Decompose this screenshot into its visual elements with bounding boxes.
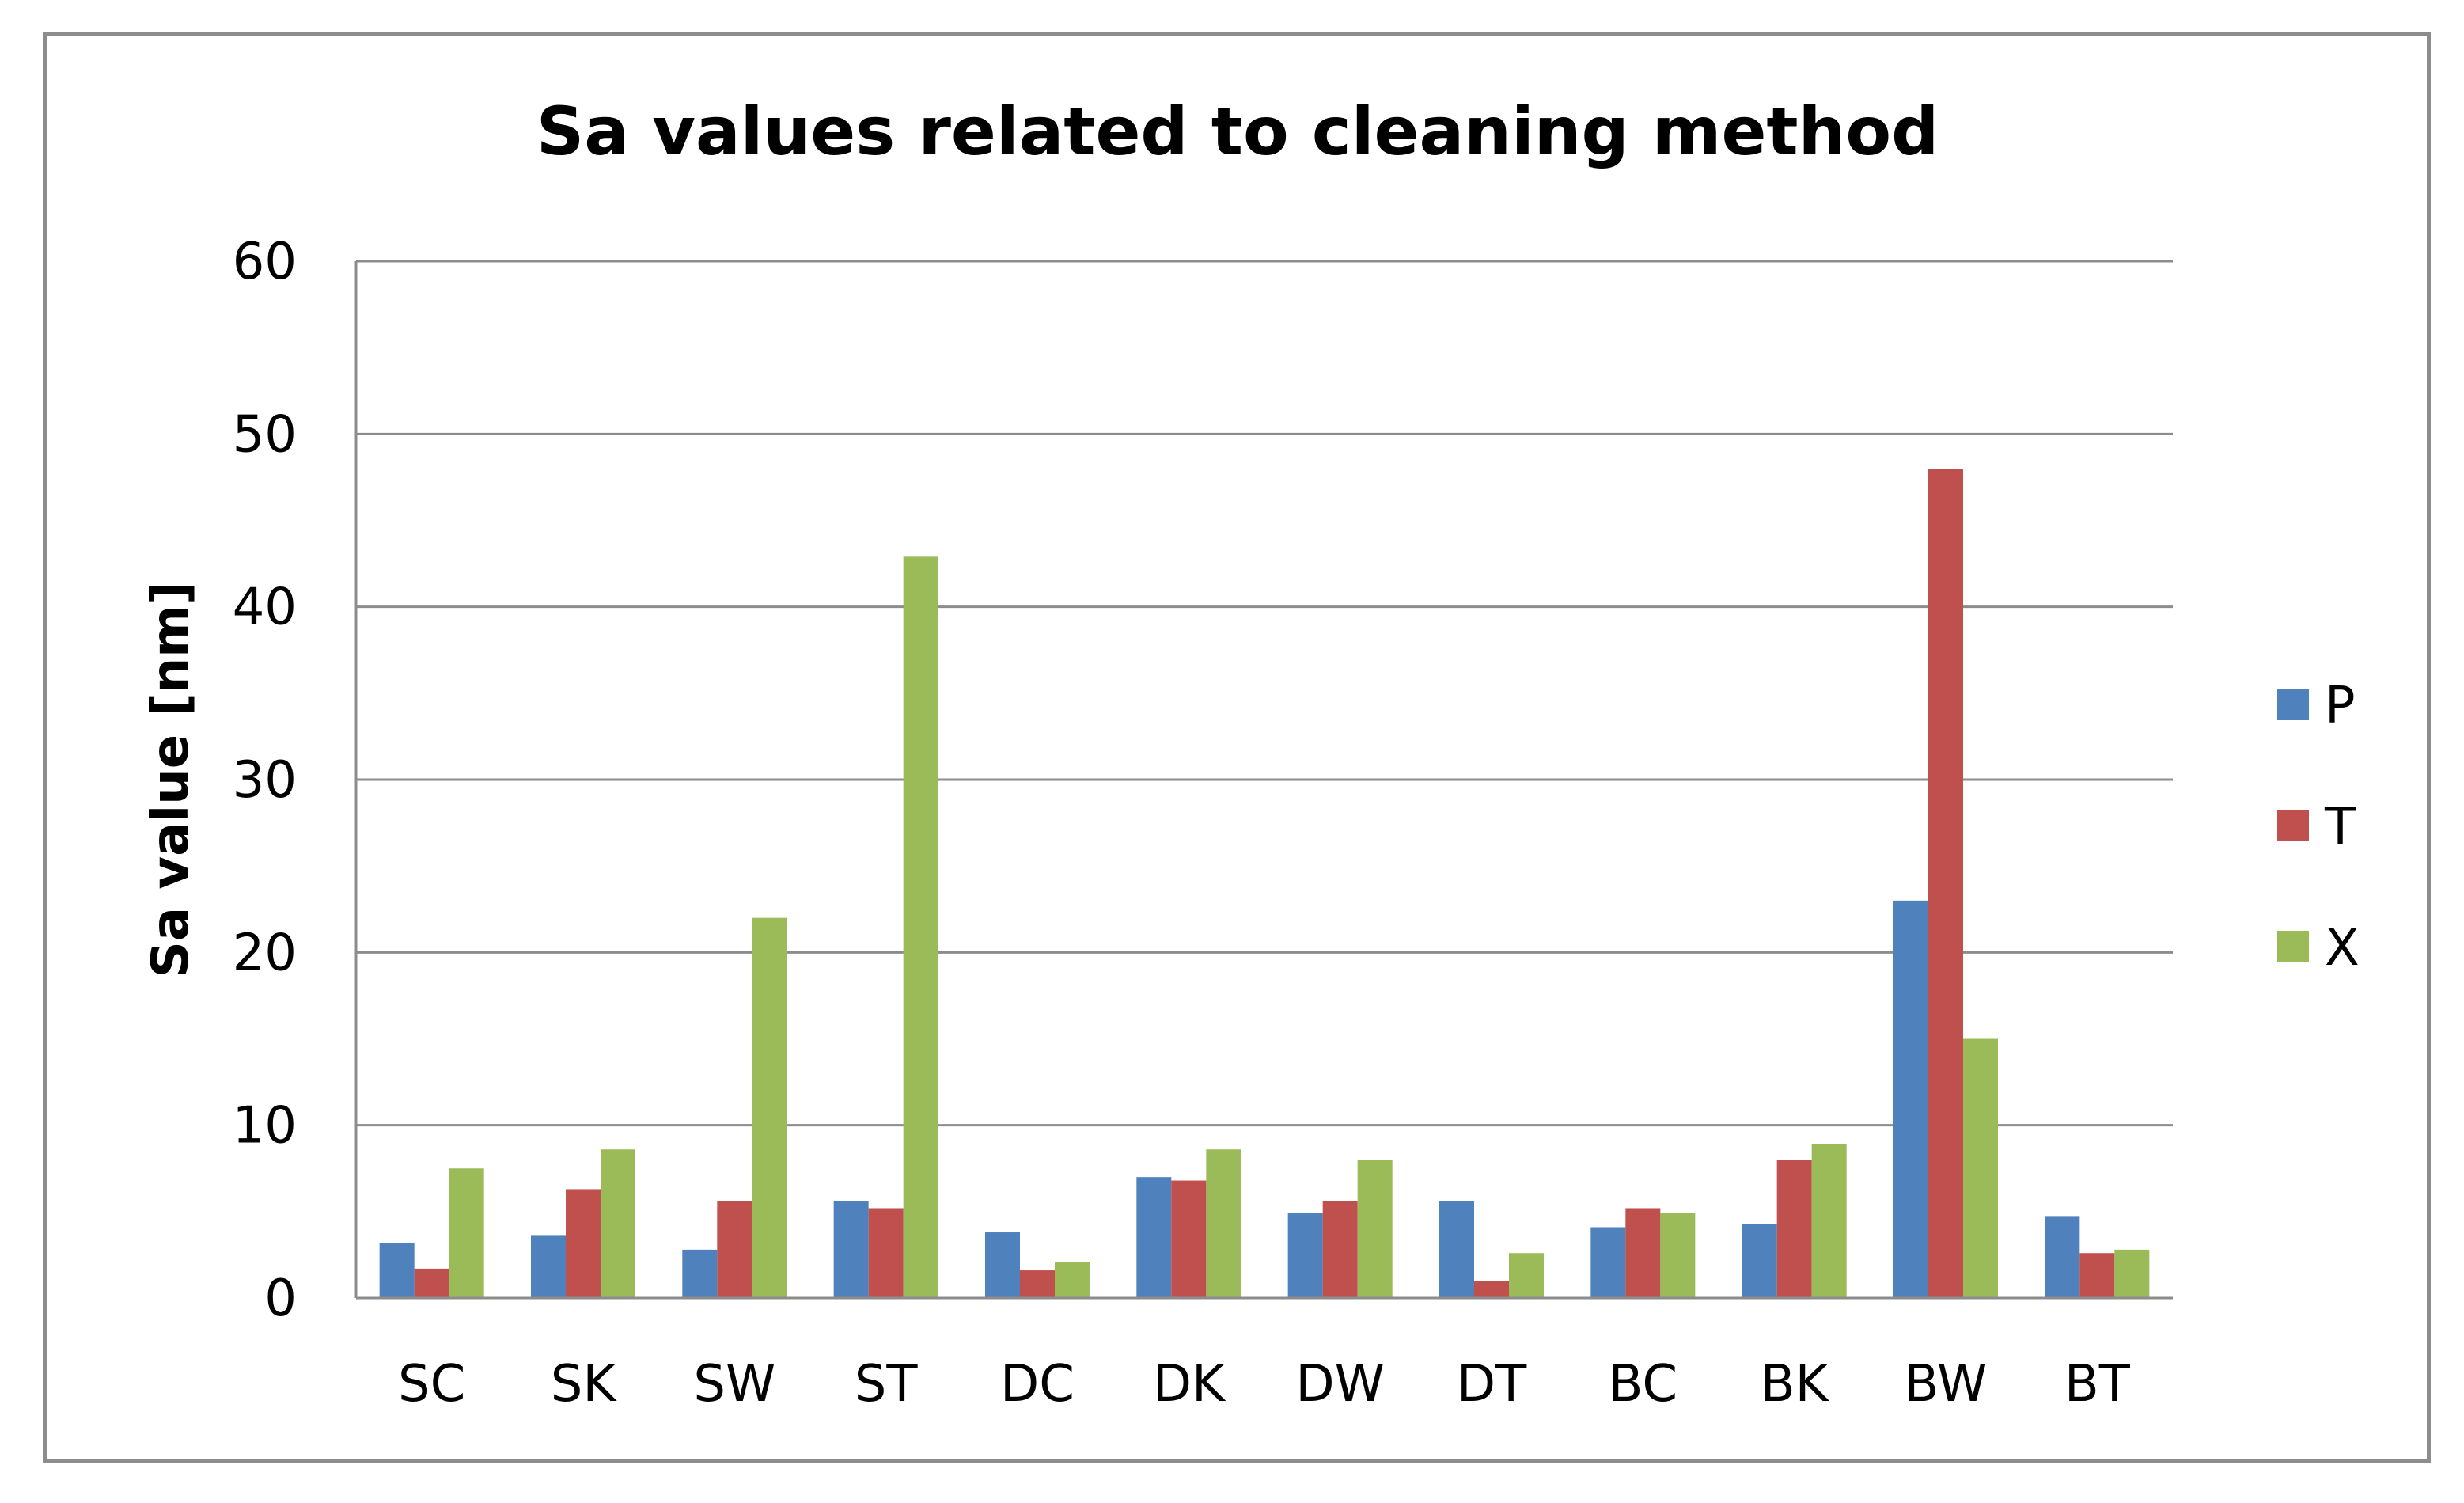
legend-swatch-T [2277,810,2309,841]
bar-BK-X [1811,1144,1847,1298]
y-tick-label: 10 [233,1097,297,1156]
x-tick-label: ST [855,1355,919,1414]
x-axis-ticks: SC SK SW ST DC DK DW DT BC BK BW BT [398,1355,2131,1414]
bar-DK-X [1206,1149,1241,1298]
x-tick-label: BT [2064,1355,2131,1414]
legend-label-T: T [2324,798,2356,856]
y-tick-label: 0 [264,1270,297,1328]
legend-label-X: X [2325,919,2360,977]
axes [354,261,2173,1300]
x-tick-label: BC [1609,1355,1677,1414]
bar-BT-T [2079,1253,2115,1298]
bar-DC-P [984,1232,1020,1298]
bar-ST-X [903,556,938,1298]
bar-SC-P [379,1243,415,1298]
legend-swatch-X [2277,931,2309,962]
y-tick-label: 50 [233,405,297,464]
bar-ST-P [833,1201,869,1298]
y-tick-label: 20 [233,924,297,982]
y-tick-label: 40 [233,579,297,637]
x-tick-label: BW [1905,1355,1988,1414]
bar-DT-P [1439,1201,1474,1298]
x-tick-label: DT [1457,1355,1527,1414]
bar-DK-T [1171,1180,1207,1298]
bar-BW-P [1893,900,1928,1298]
bar-DK-P [1136,1177,1172,1298]
legend-label-P: P [2325,677,2356,735]
bar-SW-P [682,1249,718,1298]
bar-BW-X [1963,1038,1999,1298]
bar-DW-T [1322,1201,1358,1298]
bar-DT-T [1473,1281,1510,1298]
bar-SK-X [601,1149,636,1298]
x-tick-label: SC [398,1355,465,1414]
y-axis-label: Sa value [nm] [142,582,200,977]
bar-DC-T [1019,1270,1056,1298]
x-tick-label: SK [551,1355,618,1414]
bar-SW-X [752,917,787,1298]
bar-BC-T [1625,1208,1661,1298]
bar-BC-X [1660,1213,1696,1298]
bar-ST-T [868,1208,904,1298]
bar-DC-X [1055,1262,1090,1298]
x-tick-label: DK [1153,1355,1226,1414]
x-tick-label: DC [1000,1355,1075,1414]
x-tick-label: BK [1761,1355,1830,1414]
bar-BC-P [1590,1227,1626,1298]
gridlines [356,260,2173,1127]
bar-BT-X [2114,1249,2150,1298]
legend-swatch-P [2277,689,2309,720]
bar-SC-X [449,1168,484,1298]
bar-SK-P [530,1235,566,1298]
bar-DW-X [1357,1160,1393,1298]
y-tick-label: 60 [233,233,297,291]
bar-SK-T [565,1189,601,1298]
bar-BK-T [1776,1160,1812,1298]
bars [379,469,2150,1298]
bar-BW-T [1928,469,1964,1298]
bar-BK-P [1742,1224,1777,1298]
chart-title: Sa values related to cleaning method [536,93,1939,170]
bar-DT-X [1509,1253,1545,1298]
x-tick-label: DW [1295,1355,1385,1414]
y-tick-label: 30 [233,751,297,810]
bar-SW-T [717,1201,752,1298]
bar-SC-T [414,1268,449,1298]
y-axis-ticks: 0 10 20 30 40 50 60 [233,233,297,1328]
bar-BT-P [2045,1216,2080,1298]
bar-DW-P [1287,1213,1323,1298]
legend: P T X [2277,677,2360,977]
x-tick-label: SW [693,1355,775,1414]
